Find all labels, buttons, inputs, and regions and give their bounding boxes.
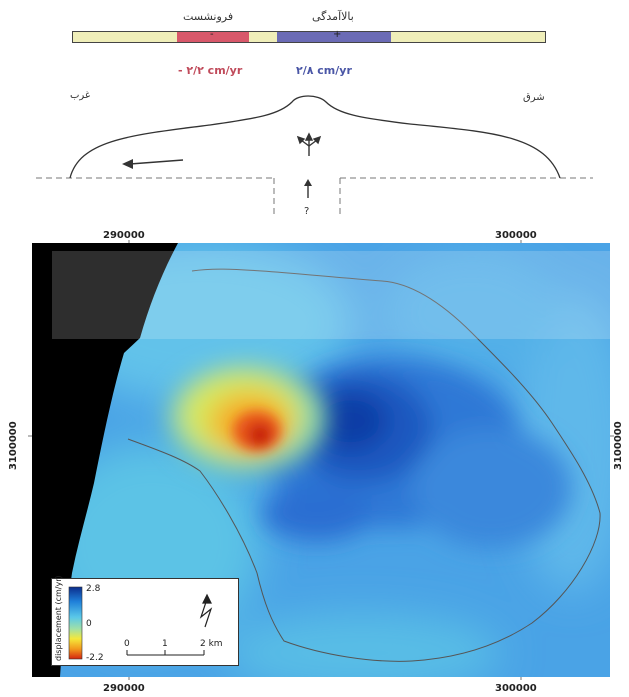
west-label: غرب — [70, 90, 91, 101]
legend-mid: 0 — [86, 619, 92, 629]
study-area-boundary — [127, 268, 601, 662]
displacement-map — [32, 243, 610, 677]
minus-sign: - — [210, 29, 214, 40]
watermark-overlay — [52, 251, 610, 339]
surface-profile — [69, 95, 561, 179]
uplift-rate: ۲/۸ cm/yr — [296, 64, 352, 77]
map-legend: displacement (cm/yr) 2.8 0 -2.2 0 1 2 km — [51, 575, 239, 666]
uplift-segment: + — [277, 29, 391, 42]
uplift-label: بالاآمدگی — [312, 10, 354, 23]
deformation-bar: - + — [72, 29, 546, 43]
profile-diagram — [36, 95, 593, 215]
west-arrow-shaft — [129, 159, 184, 165]
legend-title: displacement (cm/yr) — [54, 575, 63, 661]
x-tick-bottom-300000: 300000 — [495, 683, 537, 694]
legend-graphics — [68, 586, 213, 660]
scale-label-1: 1 — [162, 639, 168, 649]
no-data-mask — [32, 243, 178, 677]
legend-max: 2.8 — [86, 584, 101, 594]
spreading-arrow-icon — [296, 132, 322, 156]
west-arrow-head — [122, 159, 133, 169]
x-tick-top-300000: 300000 — [495, 230, 537, 241]
subsidence-rate: - ۲/۲ cm/yr — [178, 64, 243, 77]
scale-bar — [126, 650, 205, 656]
colorbar — [68, 586, 83, 660]
x-tick-bottom-290000: 290000 — [103, 683, 145, 694]
subsidence-segment: - — [177, 29, 249, 42]
scale-label-0: 0 — [124, 639, 130, 649]
question-mark: ? — [304, 206, 310, 217]
north-arrow-icon — [199, 593, 213, 628]
legend-min: -2.2 — [86, 653, 104, 663]
scale-label-2km: 2 km — [200, 639, 223, 649]
east-label: شرق — [523, 92, 545, 103]
subsidence-label: فرونشست — [183, 10, 234, 23]
plus-sign: + — [333, 29, 342, 40]
x-tick-top-290000: 290000 — [103, 230, 145, 241]
upward-arrow-head — [304, 179, 312, 186]
